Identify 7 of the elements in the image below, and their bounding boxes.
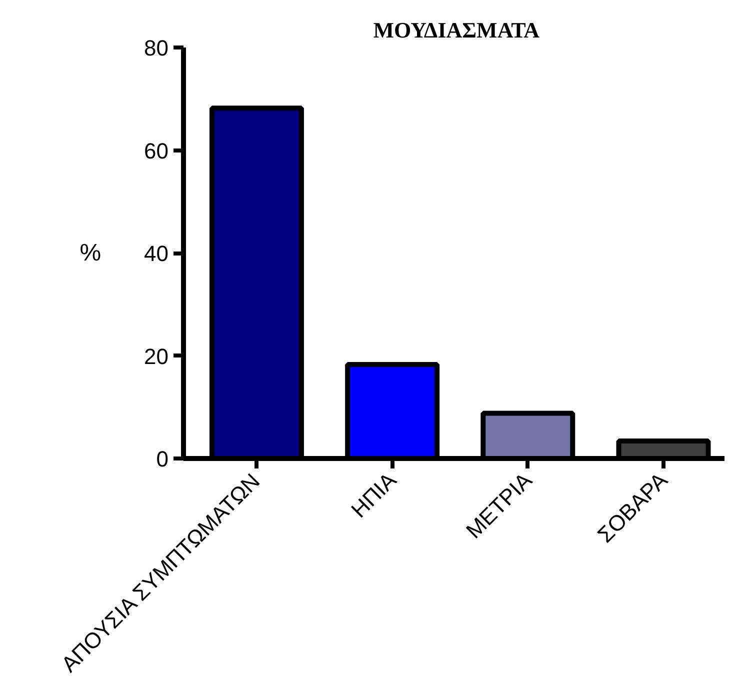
chart-title: ΜΟΥΔΙΑΣΜΑΤΑ <box>373 18 540 42</box>
y-tick-label: 60 <box>144 138 169 164</box>
y-tick-label: 0 <box>156 446 169 472</box>
y-tick-label: 40 <box>144 241 169 266</box>
y-tick-label: 20 <box>144 344 169 369</box>
y-axis-title: % <box>80 240 102 266</box>
y-tick-label: 80 <box>144 36 169 60</box>
